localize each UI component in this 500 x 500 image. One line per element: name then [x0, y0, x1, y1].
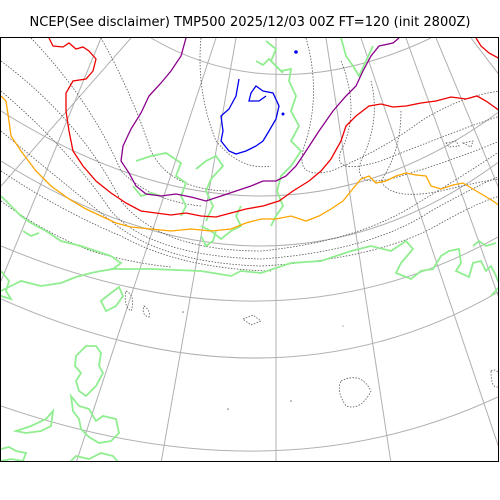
contour-markers	[281, 50, 298, 116]
latitude-line	[1, 396, 498, 452]
contour-orange	[1, 95, 498, 232]
longitude-line	[1, 38, 102, 282]
coastline	[195, 154, 225, 222]
coastline	[472, 239, 497, 247]
map-canvas	[1, 38, 498, 461]
coastline	[69, 452, 119, 461]
contour-marker	[294, 50, 298, 54]
coastline	[255, 57, 284, 74]
coastline	[340, 38, 374, 78]
longitude-line	[76, 38, 217, 461]
graticule	[1, 38, 498, 461]
latitude-line	[1, 160, 498, 247]
latitude-line	[1, 291, 498, 359]
weather-map	[0, 37, 499, 462]
longitude-line	[405, 38, 498, 297]
contour-marker	[281, 112, 285, 116]
longitude-line	[470, 38, 498, 75]
coastline	[22, 230, 40, 237]
longitude-line	[360, 38, 498, 447]
coastlines	[1, 38, 498, 461]
coastline	[99, 285, 125, 313]
coastline	[1, 270, 14, 301]
coastline	[69, 392, 120, 444]
small-marks	[182, 311, 344, 410]
coastline	[200, 230, 217, 248]
map-title: NCEP(See disclaimer) TMP500 2025/12/03 0…	[29, 15, 471, 30]
coastline	[135, 152, 188, 217]
coastline	[111, 239, 498, 297]
coastline	[74, 345, 105, 398]
contour-red	[48, 38, 498, 218]
coastline	[1, 446, 28, 461]
latitude-line	[1, 110, 498, 197]
longitude-line	[325, 38, 392, 461]
coastline	[200, 205, 243, 241]
latitude-line	[1, 236, 498, 302]
longitude-line	[435, 38, 498, 188]
latitude-line	[150, 38, 432, 75]
coastline	[12, 408, 55, 434]
longitude-line	[160, 38, 237, 461]
dotted-contours	[1, 38, 498, 408]
contour-red	[475, 38, 498, 59]
coastline	[1, 195, 123, 292]
contour-blue	[220, 78, 280, 155]
temperature-contours	[1, 38, 498, 232]
contour-purple	[120, 38, 400, 202]
